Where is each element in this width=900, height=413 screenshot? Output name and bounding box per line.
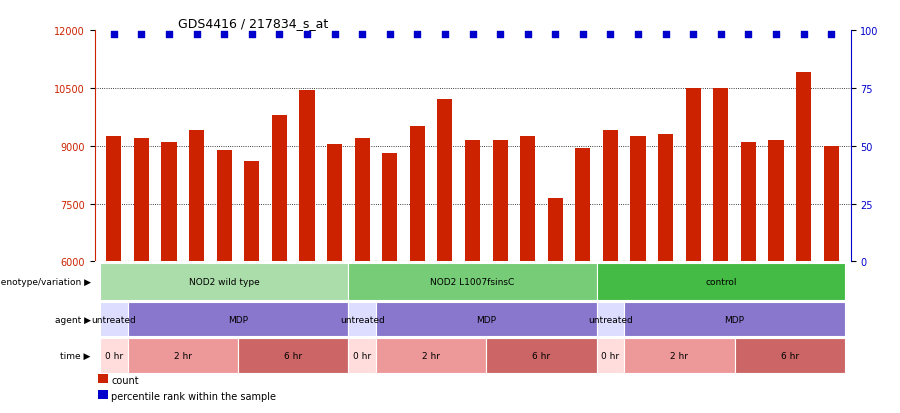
Text: control: control [705,277,736,286]
Text: MDP: MDP [228,315,248,324]
Point [631,31,645,38]
Bar [796,73,811,413]
Point [437,31,452,38]
Bar [348,302,376,336]
Point [162,31,176,38]
Point [328,31,342,38]
Text: GDS4416 / 217834_s_at: GDS4416 / 217834_s_at [177,17,328,30]
Bar [824,146,839,413]
Bar [106,137,122,413]
Text: agent ▶: agent ▶ [55,315,91,324]
Text: count: count [111,375,139,385]
Point [134,31,148,38]
Point [493,31,508,38]
Text: 2 hr: 2 hr [174,351,192,360]
Text: time ▶: time ▶ [60,351,91,360]
Bar [492,141,508,413]
Bar [548,198,562,413]
Text: untreated: untreated [340,315,384,324]
Point [106,31,121,38]
Bar [382,154,397,413]
Bar [769,141,784,413]
Point [465,31,480,38]
Bar [100,338,128,373]
Point [217,31,231,38]
Point [300,31,314,38]
Bar [486,338,597,373]
Bar [128,302,348,336]
Bar [631,137,645,413]
Text: 6 hr: 6 hr [533,351,551,360]
Bar [238,338,348,373]
Point [686,31,700,38]
Bar [300,90,314,413]
Text: MDP: MDP [724,315,744,324]
Bar [410,127,425,413]
Point [382,31,397,38]
Text: 0 hr: 0 hr [353,351,371,360]
Bar [686,89,701,413]
Text: genotype/variation ▶: genotype/variation ▶ [0,277,91,286]
Point [355,31,369,38]
Text: untreated: untreated [588,315,633,324]
Bar [128,338,238,373]
Bar [575,148,590,413]
Text: 6 hr: 6 hr [780,351,799,360]
Bar [376,338,486,373]
Bar [658,135,673,413]
Bar [327,145,342,413]
Point [824,31,839,38]
Text: 2 hr: 2 hr [670,351,688,360]
Bar [348,338,376,373]
Point [189,31,203,38]
Bar [98,390,108,399]
Bar [355,139,370,413]
Bar [597,338,625,373]
Point [548,31,562,38]
Point [520,31,535,38]
Text: NOD2 wild type: NOD2 wild type [189,277,259,286]
Bar [520,137,536,413]
Bar [189,131,204,413]
Bar [100,302,128,336]
Bar [603,131,618,413]
Text: 0 hr: 0 hr [104,351,123,360]
Text: untreated: untreated [92,315,136,324]
Point [410,31,425,38]
Bar [134,139,149,413]
Bar [161,142,176,413]
Point [742,31,756,38]
Text: MDP: MDP [476,315,496,324]
Point [576,31,590,38]
Text: 0 hr: 0 hr [601,351,619,360]
Bar [713,89,728,413]
Bar [734,338,845,373]
Bar [597,263,845,300]
Point [272,31,286,38]
Bar [217,150,232,413]
Bar [244,162,259,413]
Text: NOD2 L1007fsinsC: NOD2 L1007fsinsC [430,277,515,286]
Point [769,31,783,38]
Bar [100,263,348,300]
Bar [98,375,108,383]
Bar [348,263,597,300]
Point [796,31,811,38]
Bar [465,141,480,413]
Bar [272,116,287,413]
Bar [597,302,625,336]
Text: 6 hr: 6 hr [284,351,302,360]
Bar [625,338,734,373]
Point [245,31,259,38]
Point [659,31,673,38]
Point [714,31,728,38]
Bar [437,100,453,413]
Bar [376,302,597,336]
Bar [625,302,845,336]
Text: 2 hr: 2 hr [422,351,440,360]
Bar [741,142,756,413]
Text: percentile rank within the sample: percentile rank within the sample [111,391,276,401]
Point [603,31,617,38]
